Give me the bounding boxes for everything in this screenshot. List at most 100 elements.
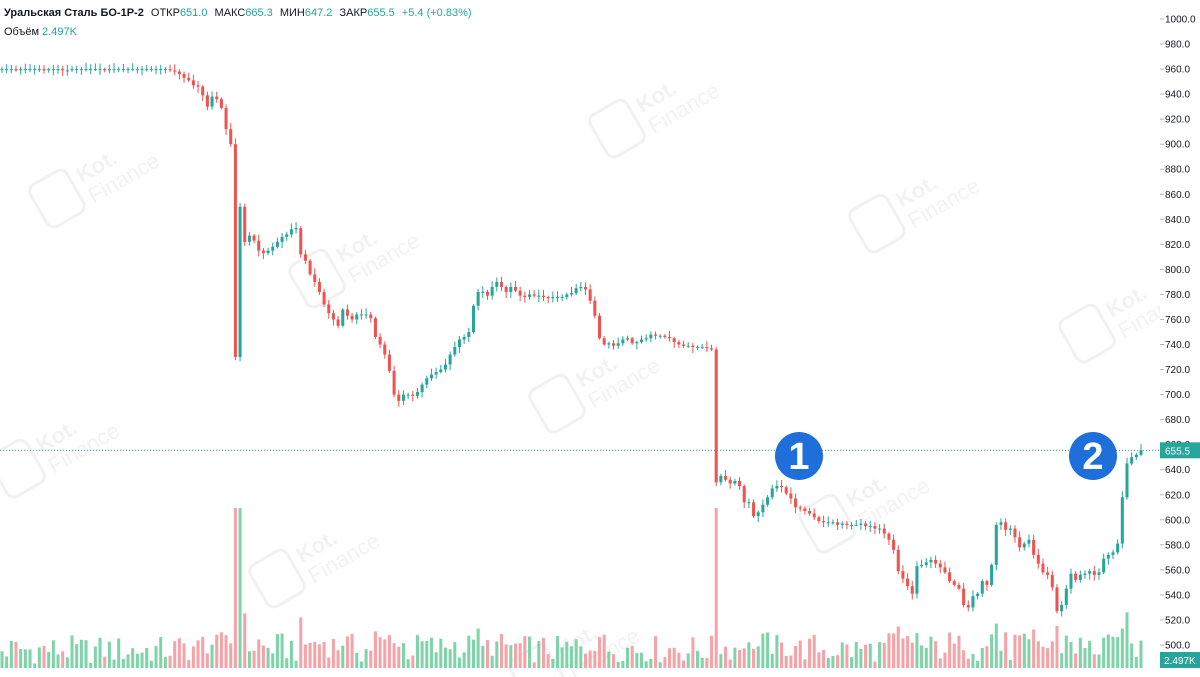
volume-bar xyxy=(593,650,597,668)
volume-bar xyxy=(990,634,994,668)
candle-body xyxy=(747,502,751,504)
volume-bar xyxy=(448,649,452,668)
volume-bar xyxy=(303,644,307,668)
candle-body xyxy=(1125,463,1129,498)
candle-body xyxy=(836,522,840,525)
candle-body xyxy=(61,69,65,71)
price-tick-label: 1000.0 xyxy=(1165,15,1196,26)
volume-bar xyxy=(1125,612,1129,668)
candle-body xyxy=(504,286,508,292)
volume-bar xyxy=(280,633,284,668)
volume-bar xyxy=(1130,643,1134,668)
volume-bar xyxy=(103,656,107,668)
candle-body xyxy=(1088,571,1092,574)
volume-bar xyxy=(668,648,672,668)
candle-body xyxy=(383,344,387,355)
volume-value: 2.497K xyxy=(42,26,77,38)
volume-bar xyxy=(289,640,293,668)
candle-body xyxy=(378,337,382,345)
candle-body xyxy=(513,286,518,291)
price-tick-label: 700.0 xyxy=(1165,390,1190,401)
volume-bar xyxy=(532,662,536,668)
volume-bar xyxy=(901,638,905,668)
volume-bar xyxy=(70,635,74,668)
candle-body xyxy=(75,69,79,71)
volume-bar xyxy=(84,640,88,668)
volume-bar xyxy=(415,635,419,668)
volume-bar xyxy=(462,652,466,668)
volume-bar xyxy=(112,659,116,668)
volume-bar xyxy=(485,640,489,668)
volume-bar xyxy=(896,626,900,668)
volume-bar xyxy=(551,658,555,668)
candle-body xyxy=(962,588,966,605)
volume-bar xyxy=(131,648,135,668)
volume-bar xyxy=(794,646,798,668)
volume-bar xyxy=(999,650,1003,668)
candle-body xyxy=(831,522,835,524)
candle-body xyxy=(597,315,602,339)
candle-body xyxy=(131,69,135,71)
candle-body xyxy=(541,295,546,297)
candle-body xyxy=(924,562,928,565)
price-tick-label: 780.0 xyxy=(1165,290,1190,301)
volume-bar xyxy=(359,661,363,668)
volume-bar xyxy=(752,648,756,668)
volume-bar xyxy=(780,642,784,668)
candle-body xyxy=(579,286,583,289)
volume-bar xyxy=(350,633,354,668)
watermark-5: Kot.Finance xyxy=(528,350,664,434)
volume-bar xyxy=(23,649,27,668)
volume-bar xyxy=(1102,637,1106,668)
candle-body xyxy=(663,335,667,338)
watermark-8: Kot.Finance xyxy=(248,525,384,609)
candle-body xyxy=(649,334,653,339)
volume-bar xyxy=(1116,637,1120,668)
candle-body xyxy=(1139,450,1143,455)
last-volume-label: 2.497K xyxy=(1164,656,1196,667)
candle-body xyxy=(89,69,93,71)
candle-body xyxy=(593,300,597,316)
volume-bar xyxy=(569,646,574,668)
candle-body xyxy=(1064,588,1068,605)
volume-bar xyxy=(859,648,863,668)
volume-bar xyxy=(126,654,130,668)
candle-body xyxy=(126,69,130,71)
candle-body xyxy=(644,338,648,340)
candle-body xyxy=(182,74,186,78)
volume-bar xyxy=(840,642,844,668)
candle-body xyxy=(201,86,205,96)
price-tick-label: 960.0 xyxy=(1165,65,1190,76)
candle-body xyxy=(738,480,742,486)
volume-bar xyxy=(756,646,760,668)
candle-body xyxy=(677,342,681,345)
candle-body xyxy=(224,107,228,130)
candle-body xyxy=(285,234,289,237)
volume-bar xyxy=(168,655,172,668)
volume-bar xyxy=(766,632,770,668)
candle-body xyxy=(229,129,233,145)
candle-body xyxy=(51,69,55,71)
volume-bar xyxy=(341,645,345,668)
candle-body xyxy=(985,581,989,585)
candle-body xyxy=(761,504,765,513)
candle-body xyxy=(93,69,97,71)
last-volume-tag xyxy=(1160,652,1200,668)
volume-bar xyxy=(541,637,546,668)
candle-body xyxy=(1013,528,1017,538)
marker-1-label: 1 xyxy=(788,436,809,478)
volume-bar xyxy=(1074,653,1078,668)
volume-bar xyxy=(560,647,564,668)
high-label: МАКС xyxy=(214,7,246,19)
price-tick-label: 920.0 xyxy=(1165,115,1190,126)
candle-body xyxy=(9,69,13,71)
candle-body xyxy=(149,69,153,71)
candle-body xyxy=(859,523,863,525)
candle-body xyxy=(401,394,405,401)
volume-bar xyxy=(378,637,382,668)
volume-bar xyxy=(28,649,32,668)
candle-body xyxy=(794,498,798,508)
candle-body xyxy=(569,293,574,295)
volume-bar xyxy=(0,651,4,668)
